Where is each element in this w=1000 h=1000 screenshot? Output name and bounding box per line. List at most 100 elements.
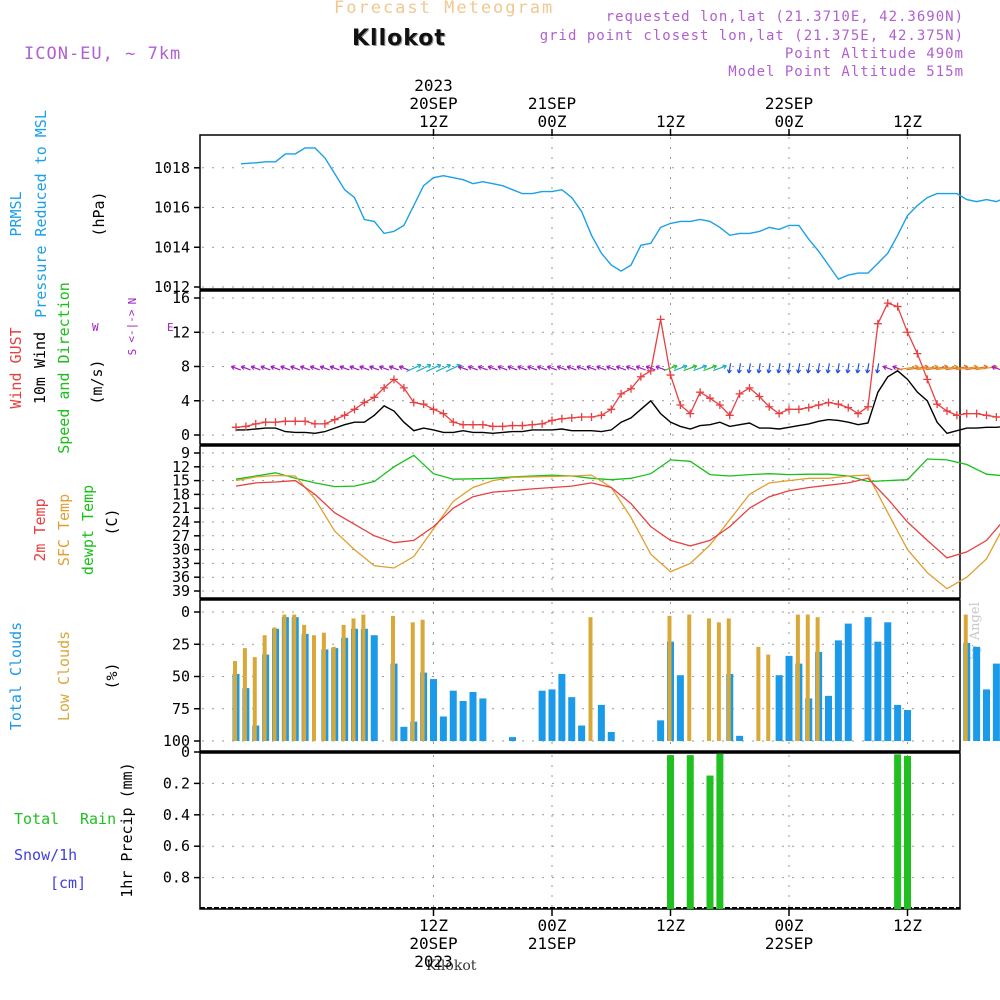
y-tick-label: 21 bbox=[172, 499, 190, 517]
total-cloud-bar bbox=[469, 691, 477, 741]
time-label-top: 2023 bbox=[414, 76, 453, 95]
wind-gust-marker bbox=[686, 409, 695, 418]
wind-direction-arrow bbox=[845, 363, 851, 374]
wind-direction-arrow bbox=[635, 365, 646, 371]
wind-gust-marker bbox=[409, 398, 418, 407]
clouds-unit-label: (%) bbox=[103, 662, 121, 689]
wind-direction-arrow bbox=[416, 363, 432, 373]
low-cloud-bar bbox=[262, 635, 267, 741]
low-cloud-bar bbox=[963, 614, 968, 741]
time-label-bottom: 00Z bbox=[775, 916, 804, 935]
y-tick-label: 75 bbox=[172, 700, 190, 718]
total-cloud-bar bbox=[785, 655, 793, 741]
low-cloud-bar bbox=[667, 615, 672, 741]
wind-direction-arrow bbox=[683, 364, 698, 372]
total-cloud-bar bbox=[578, 725, 586, 741]
wind-gust-marker bbox=[291, 417, 300, 426]
wind-direction-arrow bbox=[507, 365, 518, 371]
wind-gust-marker bbox=[804, 403, 813, 412]
wind-direction-arrow bbox=[250, 365, 261, 371]
total-cloud-bar bbox=[439, 716, 447, 741]
wind-gust-marker bbox=[320, 419, 329, 428]
total-cloud-bar bbox=[449, 690, 457, 741]
wind-gust-marker bbox=[439, 409, 448, 418]
precip-unit-label: 1hr Precip (mm) bbox=[118, 762, 136, 897]
total-cloud-bar bbox=[834, 640, 842, 741]
wind-gust-marker bbox=[498, 422, 507, 431]
wind-gust-marker bbox=[834, 400, 843, 409]
wind-direction-arrow bbox=[349, 365, 360, 371]
wind-gust-marker bbox=[696, 388, 705, 397]
wind-gust-marker bbox=[715, 401, 724, 410]
wind-direction-arrow bbox=[713, 364, 727, 372]
time-label-bottom: 12Z bbox=[893, 916, 922, 935]
wind-gust-marker bbox=[330, 415, 339, 424]
low-cloud-bar bbox=[292, 614, 297, 741]
y-tick-label: 30 bbox=[172, 541, 190, 559]
wind-gust-marker bbox=[844, 403, 853, 412]
wind-gust-marker bbox=[429, 405, 438, 414]
wind-gust-marker bbox=[548, 416, 556, 425]
wind-gust-marker bbox=[232, 423, 240, 432]
low-cloud-bar bbox=[252, 657, 257, 741]
total-cloud-bar bbox=[479, 698, 487, 741]
wind-gust-marker bbox=[864, 402, 872, 411]
total-cloud-bar bbox=[459, 701, 467, 741]
y-tick-label: 18 bbox=[172, 485, 190, 503]
wind-direction-arrow bbox=[378, 365, 390, 371]
wind-direction-arrow bbox=[487, 365, 498, 371]
y-tick-label: 27 bbox=[172, 527, 190, 545]
wind-gust-marker bbox=[814, 401, 823, 410]
wind-gust-marker bbox=[617, 389, 626, 398]
wind-direction-arrow bbox=[855, 363, 861, 374]
wind-gust-marker bbox=[488, 422, 497, 431]
wind-direction-arrow bbox=[329, 365, 340, 371]
wind-direction-arrow bbox=[825, 363, 831, 374]
compass-n: N bbox=[126, 298, 139, 305]
low-clouds-label: Low Clouds bbox=[55, 631, 73, 721]
wind-gust-marker bbox=[261, 418, 270, 427]
wind-gust-marker bbox=[557, 414, 566, 423]
y-tick-label: 0.8 bbox=[163, 869, 190, 887]
total-cloud-bar bbox=[775, 675, 783, 741]
wind-direction-arrow bbox=[615, 365, 627, 371]
wind-gust-marker bbox=[301, 417, 310, 426]
rain-bar bbox=[686, 755, 694, 909]
wind-direction-arrow bbox=[425, 363, 442, 373]
wind-direction-arrow bbox=[319, 365, 330, 371]
wind-direction-arrow bbox=[240, 365, 251, 371]
wind-speed-line bbox=[236, 369, 1000, 435]
footer-location: Kllokot bbox=[426, 958, 477, 974]
wind-gust-marker bbox=[478, 420, 487, 429]
wind-gust-marker bbox=[390, 375, 398, 384]
wind-direction-arrow bbox=[726, 363, 732, 374]
wind-direction-arrow bbox=[230, 365, 241, 371]
wind-gust-marker bbox=[824, 398, 833, 407]
compass-e: E bbox=[167, 321, 174, 334]
wind-direction-arrow bbox=[398, 365, 409, 371]
wind-gust-marker bbox=[962, 409, 971, 418]
low-cloud-bar bbox=[716, 622, 721, 741]
y-tick-label: 24 bbox=[172, 513, 190, 531]
y-tick-label: 1016 bbox=[154, 199, 190, 217]
wind-direction-arrow bbox=[805, 363, 811, 374]
wind-direction-arrow bbox=[596, 365, 607, 371]
pressure-label-1: PRMSL bbox=[7, 191, 25, 236]
wind-direction-arrow bbox=[388, 365, 399, 371]
low-cloud-bar bbox=[410, 622, 415, 741]
wind-direction-arrow bbox=[359, 365, 370, 371]
wind-direction-arrow bbox=[536, 365, 548, 371]
wind-gust-marker bbox=[449, 418, 458, 427]
y-tick-label: 36 bbox=[172, 568, 190, 586]
wind-direction-arrow bbox=[270, 365, 281, 371]
temp-2m-line bbox=[235, 477, 1000, 559]
wind-gust-marker bbox=[883, 299, 892, 308]
low-cloud-bar bbox=[312, 635, 316, 741]
location-title: Kllokot bbox=[352, 26, 446, 51]
wind-gust-marker bbox=[765, 402, 774, 411]
wind-direction-arrow bbox=[882, 365, 893, 371]
wind-gust-marker bbox=[933, 400, 942, 409]
rain-bar bbox=[894, 754, 902, 909]
low-cloud-bar bbox=[687, 614, 692, 741]
